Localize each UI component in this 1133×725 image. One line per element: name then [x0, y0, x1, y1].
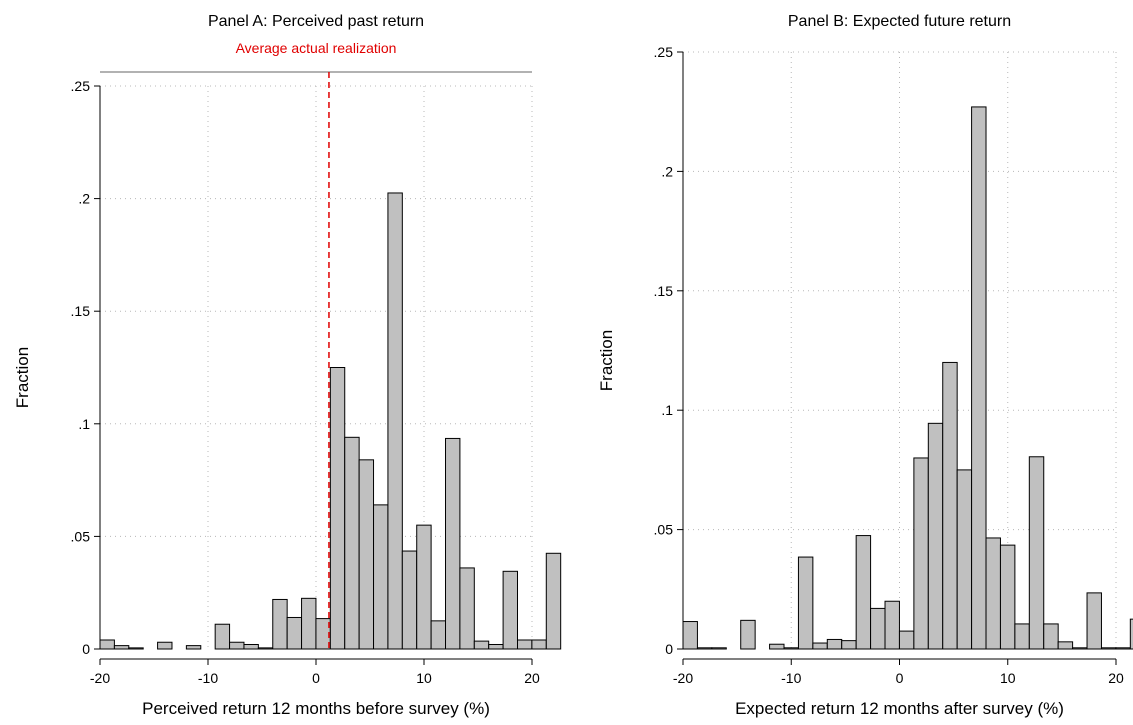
histogram-bar [999, 544, 1016, 650]
histogram-bar [473, 640, 490, 650]
histogram-bar [488, 643, 504, 650]
histogram-bar [682, 621, 698, 650]
histogram-bar [1086, 592, 1102, 650]
histogram-bar [870, 607, 886, 650]
histogram-bar [769, 643, 785, 650]
x-tick-label: -10 [198, 670, 218, 686]
x-tick-label: 0 [896, 670, 904, 686]
x-tick-label: -20 [90, 670, 110, 686]
histogram-bar [927, 422, 944, 650]
histogram-bar [1043, 623, 1059, 650]
histogram-bar [257, 647, 274, 650]
y-tick-label: .1 [78, 416, 90, 432]
histogram-bar [812, 642, 828, 650]
x-tick-label: 10 [416, 670, 432, 686]
histogram-bar [401, 550, 418, 650]
y-tick-label: .15 [654, 283, 674, 299]
y-tick-label: .05 [71, 528, 91, 544]
y-tick-label: .2 [78, 191, 90, 207]
histogram-bar [113, 645, 130, 650]
x-tick-label: 10 [1000, 670, 1016, 686]
x-tick-label: 0 [312, 670, 320, 686]
x-axis-label: Perceived return 12 months before survey… [142, 699, 490, 718]
histogram-bar [157, 641, 173, 650]
x-tick-label: -10 [781, 670, 801, 686]
histogram-bar [898, 630, 915, 650]
histogram-bar [1100, 647, 1117, 650]
histogram-bar [696, 647, 713, 650]
chart-title: Panel B: Expected future return [788, 13, 1011, 30]
histogram-bar [884, 600, 900, 650]
histogram-bar [1014, 623, 1030, 650]
histogram-bar [315, 618, 331, 650]
histogram-bar [1028, 456, 1045, 650]
y-axis-label: Fraction [597, 330, 616, 391]
x-tick-label: 20 [524, 670, 540, 686]
histogram-bar [99, 639, 115, 650]
y-tick-label: .2 [661, 163, 673, 179]
histogram-bar [358, 459, 375, 650]
histogram-bar [545, 552, 562, 650]
histogram-bar [272, 598, 288, 650]
y-tick-label: 0 [665, 641, 673, 657]
y-axis-label: Fraction [13, 347, 32, 408]
chart-title: Panel A: Perceived past return [208, 13, 424, 30]
y-tick-label: .05 [654, 522, 674, 538]
histogram-bar [711, 647, 727, 650]
y-tick-label: .15 [71, 303, 91, 319]
histogram-bar [128, 647, 144, 650]
histogram-bar [416, 524, 432, 650]
x-axis-label: Expected return 12 months after survey (… [735, 699, 1064, 718]
histogram-bar [985, 537, 1001, 650]
histogram-bar [185, 645, 202, 650]
histogram-bar [459, 567, 475, 650]
histogram-bar [301, 597, 317, 650]
reference-line-label: Average actual realization [236, 40, 397, 56]
x-tick-label: 20 [1108, 670, 1124, 686]
histogram-bar [971, 106, 987, 650]
histogram-bar [445, 437, 461, 650]
histogram-bar [783, 647, 799, 650]
histogram-bar [1057, 641, 1074, 650]
y-tick-label: .25 [71, 78, 91, 94]
histogram-bar [913, 457, 929, 650]
histogram-bar [942, 361, 958, 650]
y-tick-label: .1 [661, 402, 673, 418]
histogram-bar [855, 535, 872, 650]
x-tick-label: -20 [673, 670, 693, 686]
histogram-bar [430, 620, 447, 650]
histogram-bar [956, 469, 973, 650]
histogram-bar [1129, 618, 1133, 650]
histogram-bar [841, 640, 857, 650]
panel-b: 0 .05 .1 .15 .2 .25 -20 -10 0 10 20 Panel B: Expect… [597, 13, 1133, 718]
y-tick-label: 0 [82, 641, 90, 657]
histogram-bar [229, 641, 245, 650]
histogram-bar [1115, 647, 1131, 650]
y-tick-label: .25 [654, 44, 674, 60]
histogram-bar [344, 436, 360, 650]
histogram-bar [286, 616, 303, 650]
histogram-bar [329, 367, 346, 650]
histogram-bar [531, 639, 547, 650]
histogram-bar [373, 504, 389, 650]
histogram-bar [502, 570, 518, 650]
histogram-bar [243, 643, 259, 650]
panel-a: 0 .05 .1 .15 .2 .25 -20 -10 0 10 20 Panel A: Percei… [13, 13, 562, 718]
histogram-bar [1072, 647, 1088, 650]
histogram-bar [214, 623, 231, 650]
histogram-bar [516, 639, 533, 650]
histogram-bar [826, 638, 843, 650]
histogram-bar [797, 556, 814, 650]
histogram-bar [740, 619, 756, 650]
histogram-bar [387, 192, 403, 650]
